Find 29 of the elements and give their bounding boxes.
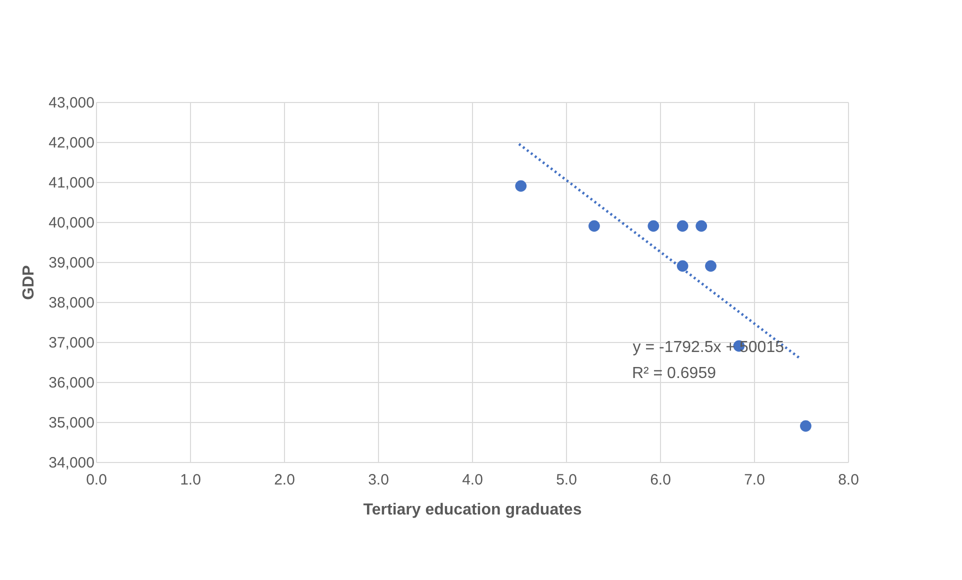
y-axis-title: GDP bbox=[20, 264, 38, 300]
x-tick-label: 4.0 bbox=[462, 472, 483, 488]
y-tick-label: 42,000 bbox=[48, 134, 94, 152]
y-tick-label: 35,000 bbox=[48, 414, 94, 432]
y-tick-label: 38,000 bbox=[48, 294, 94, 312]
point bbox=[648, 220, 660, 232]
x-tick-label: 5.0 bbox=[556, 472, 577, 488]
y-tick-label: 40,000 bbox=[48, 214, 94, 232]
point bbox=[800, 420, 812, 432]
x-tick-label: 0.0 bbox=[86, 472, 107, 488]
y-tick-label: 39,000 bbox=[48, 254, 94, 272]
x-axis-title: Tertiary education graduates bbox=[363, 502, 582, 518]
x-tick-label: 6.0 bbox=[650, 472, 671, 488]
point bbox=[705, 260, 716, 272]
x-tick-label: 7.0 bbox=[744, 472, 765, 488]
x-tick-label: 3.0 bbox=[368, 472, 389, 488]
y-tick-label: 34,000 bbox=[48, 454, 94, 472]
annotation: R² = 0.6959 bbox=[632, 365, 716, 382]
x-tick-label: 2.0 bbox=[274, 472, 295, 488]
point bbox=[696, 220, 708, 232]
y-tick-label: 43,000 bbox=[48, 94, 94, 112]
y-tick-label: 36,000 bbox=[48, 374, 94, 392]
x-tick-label: 1.0 bbox=[180, 472, 201, 488]
point bbox=[515, 180, 527, 192]
x-tick-label: 8.0 bbox=[838, 472, 859, 488]
y-tick-label: 41,000 bbox=[48, 174, 94, 192]
point bbox=[588, 220, 600, 232]
y-tick-label: 37,000 bbox=[48, 334, 94, 352]
point bbox=[676, 220, 688, 232]
